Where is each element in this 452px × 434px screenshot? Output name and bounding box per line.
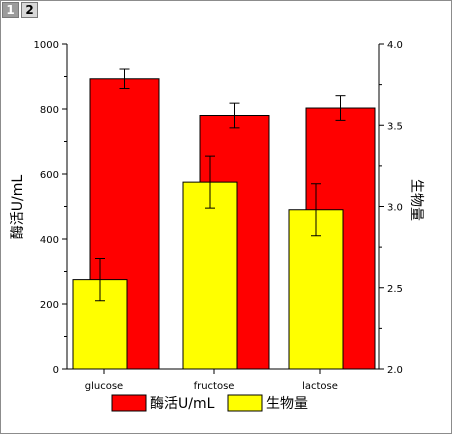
right-tick-label: 3.5	[387, 121, 403, 132]
right-tick-label: 2.5	[387, 284, 403, 295]
legend: 酶活U/mL 生物量	[111, 394, 308, 412]
right-tick-label: 2.0	[387, 365, 403, 376]
legend-label-biomass: 生物量	[266, 396, 308, 412]
right-axis-title: 生物量	[408, 179, 424, 221]
left-tick-label: 800	[40, 105, 59, 116]
left-tick-label: 400	[40, 235, 59, 246]
left-axis-title: 酶活U/mL	[10, 175, 26, 240]
right-tick-label: 3.0	[387, 203, 403, 214]
left-tick-label: 1000	[34, 40, 59, 51]
left-tick-label: 600	[40, 170, 59, 181]
x-tick-label-lactose: lactose	[302, 381, 338, 392]
legend-label-enzyme: 酶活U/mL	[150, 396, 215, 412]
x-tick-label-glucose: glucose	[85, 381, 123, 392]
left-tick-label: 0	[53, 365, 59, 376]
layer-tab-1[interactable]: 1	[2, 2, 19, 18]
legend-swatch-biomass	[227, 394, 263, 412]
layer-tab-2[interactable]: 2	[21, 2, 38, 18]
bar-biomass-fructose	[182, 181, 238, 370]
x-tick-label-fructose: fructose	[194, 381, 235, 392]
legend-swatch-enzyme	[111, 394, 147, 412]
left-tick-label: 200	[40, 300, 59, 311]
bar-biomass-lactose	[288, 209, 344, 370]
layer-tabs: 1 2	[2, 2, 38, 18]
right-tick-label: 4.0	[387, 40, 403, 51]
